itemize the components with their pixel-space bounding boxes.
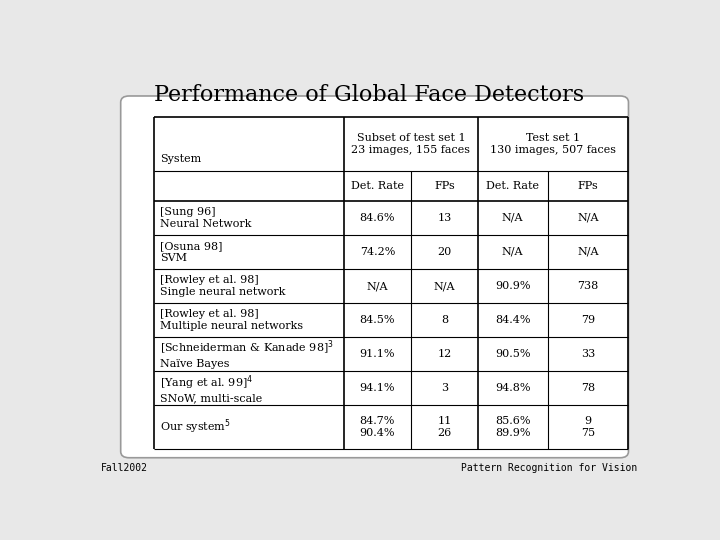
- Text: 78: 78: [581, 383, 595, 393]
- Text: Our system$^{5}$: Our system$^{5}$: [160, 418, 230, 436]
- Text: [Sung 96]
Neural Network: [Sung 96] Neural Network: [160, 207, 251, 228]
- FancyBboxPatch shape: [121, 96, 629, 458]
- Text: 33: 33: [581, 349, 595, 359]
- Text: N/A: N/A: [577, 247, 599, 257]
- Text: 84.7%
90.4%: 84.7% 90.4%: [359, 416, 395, 438]
- Text: 12: 12: [437, 349, 451, 359]
- Text: Pattern Recognition for Vision: Pattern Recognition for Vision: [461, 463, 637, 473]
- Text: [Schneiderman & Kanade 98]$^{3}$
Naïve Bayes: [Schneiderman & Kanade 98]$^{3}$ Naïve B…: [160, 339, 333, 369]
- Text: Det. Rate: Det. Rate: [351, 181, 404, 191]
- Text: [Yang et al. 99]$^{4}$
SNoW, multi-scale: [Yang et al. 99]$^{4}$ SNoW, multi-scale: [160, 373, 262, 403]
- Text: FPs: FPs: [434, 181, 455, 191]
- Text: N/A: N/A: [433, 281, 455, 291]
- Text: Subset of test set 1
23 images, 155 faces: Subset of test set 1 23 images, 155 face…: [351, 133, 470, 154]
- Text: System: System: [160, 154, 201, 164]
- Text: 3: 3: [441, 383, 448, 393]
- Text: 85.6%
89.9%: 85.6% 89.9%: [495, 416, 531, 438]
- Text: N/A: N/A: [577, 213, 599, 223]
- Text: N/A: N/A: [366, 281, 388, 291]
- Text: 738: 738: [577, 281, 598, 291]
- Text: [Osuna 98]
SVM: [Osuna 98] SVM: [160, 241, 222, 262]
- Text: Performance of Global Face Detectors: Performance of Global Face Detectors: [154, 84, 584, 105]
- Text: N/A: N/A: [502, 213, 523, 223]
- Text: 9
75: 9 75: [581, 416, 595, 438]
- Text: 79: 79: [581, 315, 595, 325]
- Text: [Rowley et al. 98]
Single neural network: [Rowley et al. 98] Single neural network: [160, 275, 285, 297]
- Text: 74.2%: 74.2%: [360, 247, 395, 257]
- Text: N/A: N/A: [502, 247, 523, 257]
- Text: [Rowley et al. 98]
Multiple neural networks: [Rowley et al. 98] Multiple neural netwo…: [160, 309, 303, 331]
- Text: 84.4%: 84.4%: [495, 315, 531, 325]
- Text: 84.5%: 84.5%: [359, 315, 395, 325]
- Text: 91.1%: 91.1%: [359, 349, 395, 359]
- Text: 20: 20: [437, 247, 451, 257]
- Text: Det. Rate: Det. Rate: [486, 181, 539, 191]
- Text: 94.8%: 94.8%: [495, 383, 531, 393]
- Text: 8: 8: [441, 315, 448, 325]
- Text: 13: 13: [437, 213, 451, 223]
- Text: Fall2002: Fall2002: [101, 463, 148, 473]
- Text: FPs: FPs: [577, 181, 598, 191]
- Text: 11
26: 11 26: [437, 416, 451, 438]
- Text: 94.1%: 94.1%: [359, 383, 395, 393]
- Text: 84.6%: 84.6%: [359, 213, 395, 223]
- Text: Test set 1
130 images, 507 faces: Test set 1 130 images, 507 faces: [490, 133, 616, 154]
- Text: 90.5%: 90.5%: [495, 349, 531, 359]
- Text: 90.9%: 90.9%: [495, 281, 531, 291]
